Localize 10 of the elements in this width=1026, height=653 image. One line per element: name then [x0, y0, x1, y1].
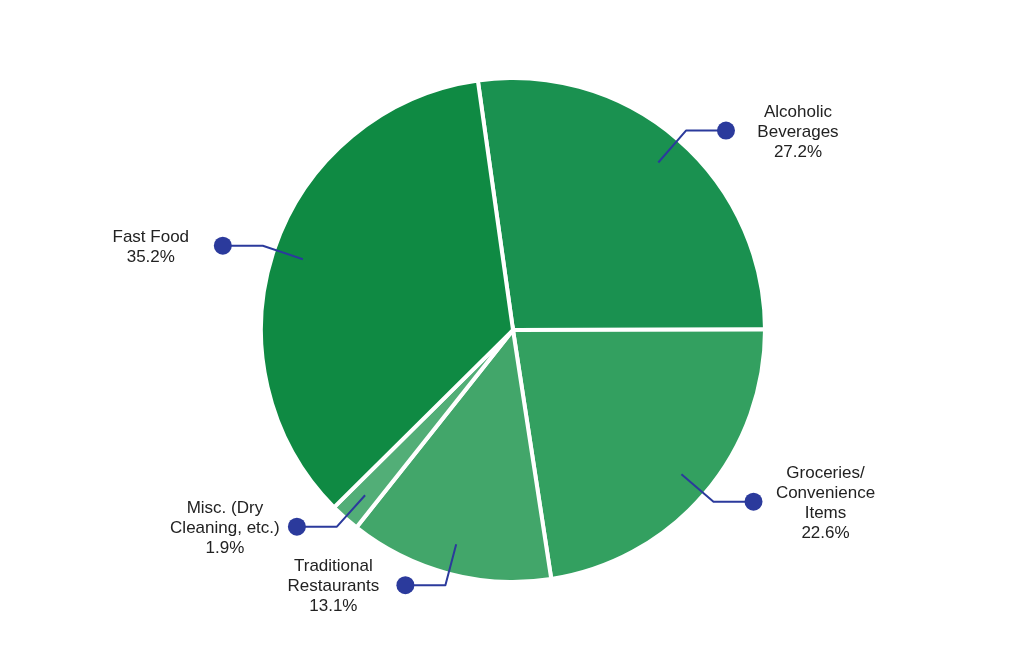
data-label: 27.2%: [773, 141, 823, 161]
data-label: 22.6%: [801, 522, 850, 542]
data-label: 35.2%: [126, 246, 175, 266]
slice-label: Misc. (Dry Cleaning, etc.): [170, 497, 280, 537]
slice-label: Groceries/ Convenience Items: [775, 462, 876, 522]
slice-label: Traditional Restaurants: [287, 556, 380, 596]
data-label: 13.1%: [309, 596, 358, 616]
data-label: 1.9%: [205, 537, 245, 557]
slice-label: Alcoholic Beverages: [757, 101, 839, 141]
slice-label: Fast Food: [112, 226, 190, 246]
